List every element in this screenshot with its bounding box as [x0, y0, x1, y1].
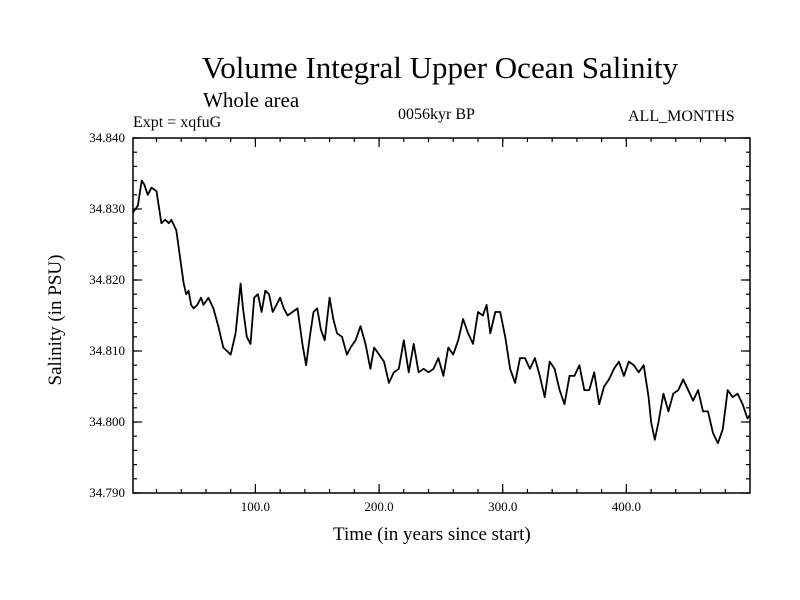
period-label: 0056kyr BP [398, 106, 475, 123]
plot-frame [132, 137, 751, 494]
x-tick-label: 300.0 [488, 499, 517, 514]
x-tick-label: 100.0 [241, 499, 270, 514]
y-tick-label: 34.820 [89, 272, 125, 287]
x-tick-label: 200.0 [364, 499, 393, 514]
experiment-label: Expt = xqfuG [133, 114, 222, 131]
y-tick-label: 34.790 [89, 485, 125, 500]
axis-ticks [133, 137, 750, 494]
months-label: ALL_MONTHS [628, 108, 735, 125]
y-tick-label: 34.800 [89, 414, 125, 429]
y-tick-label: 34.840 [89, 130, 125, 145]
y-tick-label: 34.830 [89, 201, 125, 216]
chart-subtitle: Whole area [203, 88, 300, 112]
x-tick-label: 400.0 [612, 499, 641, 514]
axis-tick-labels: 34.790 34.800 34.810 34.820 34.830 34.840 100.… [89, 130, 641, 514]
salinity-series-line [132, 179, 751, 445]
chart-title: Volume Integral Upper Ocean Salinity [201, 50, 679, 85]
y-tick-label: 34.810 [89, 343, 125, 358]
x-axis-label: Time (in years since start) [333, 524, 531, 545]
